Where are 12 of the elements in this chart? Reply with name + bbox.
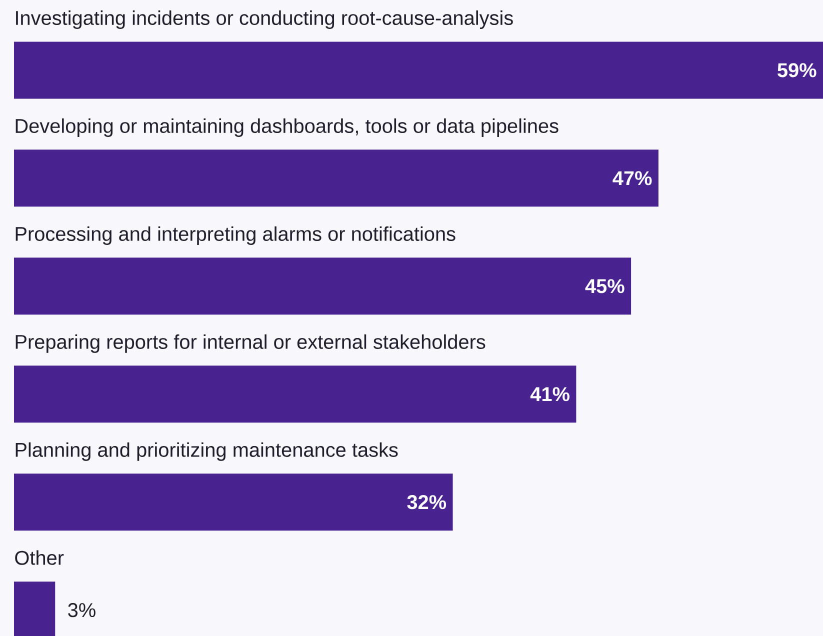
y-tick-label: Investigating incidents or conducting root-cause-analysis [16, 10, 513, 29]
data-label: 59% [778, 63, 816, 78]
y-tick-label: Other [15, 550, 64, 565]
data-label: 47% [612, 171, 652, 186]
data-label: 45% [585, 279, 624, 294]
y-tick-label: Developing or maintaining dashboards, tools or data pipelines [16, 118, 558, 137]
y-tick-label: Planning and prioritizing maintenance tasks [16, 442, 398, 461]
y-tick-label: Preparing reports for internal or external stakeholders [16, 334, 486, 353]
data-label: 41% [530, 387, 570, 402]
data-label: 3% [68, 603, 96, 618]
data-label: 32% [407, 495, 446, 510]
y-tick-label: Processing and interpreting alarms or notifications [16, 226, 456, 245]
